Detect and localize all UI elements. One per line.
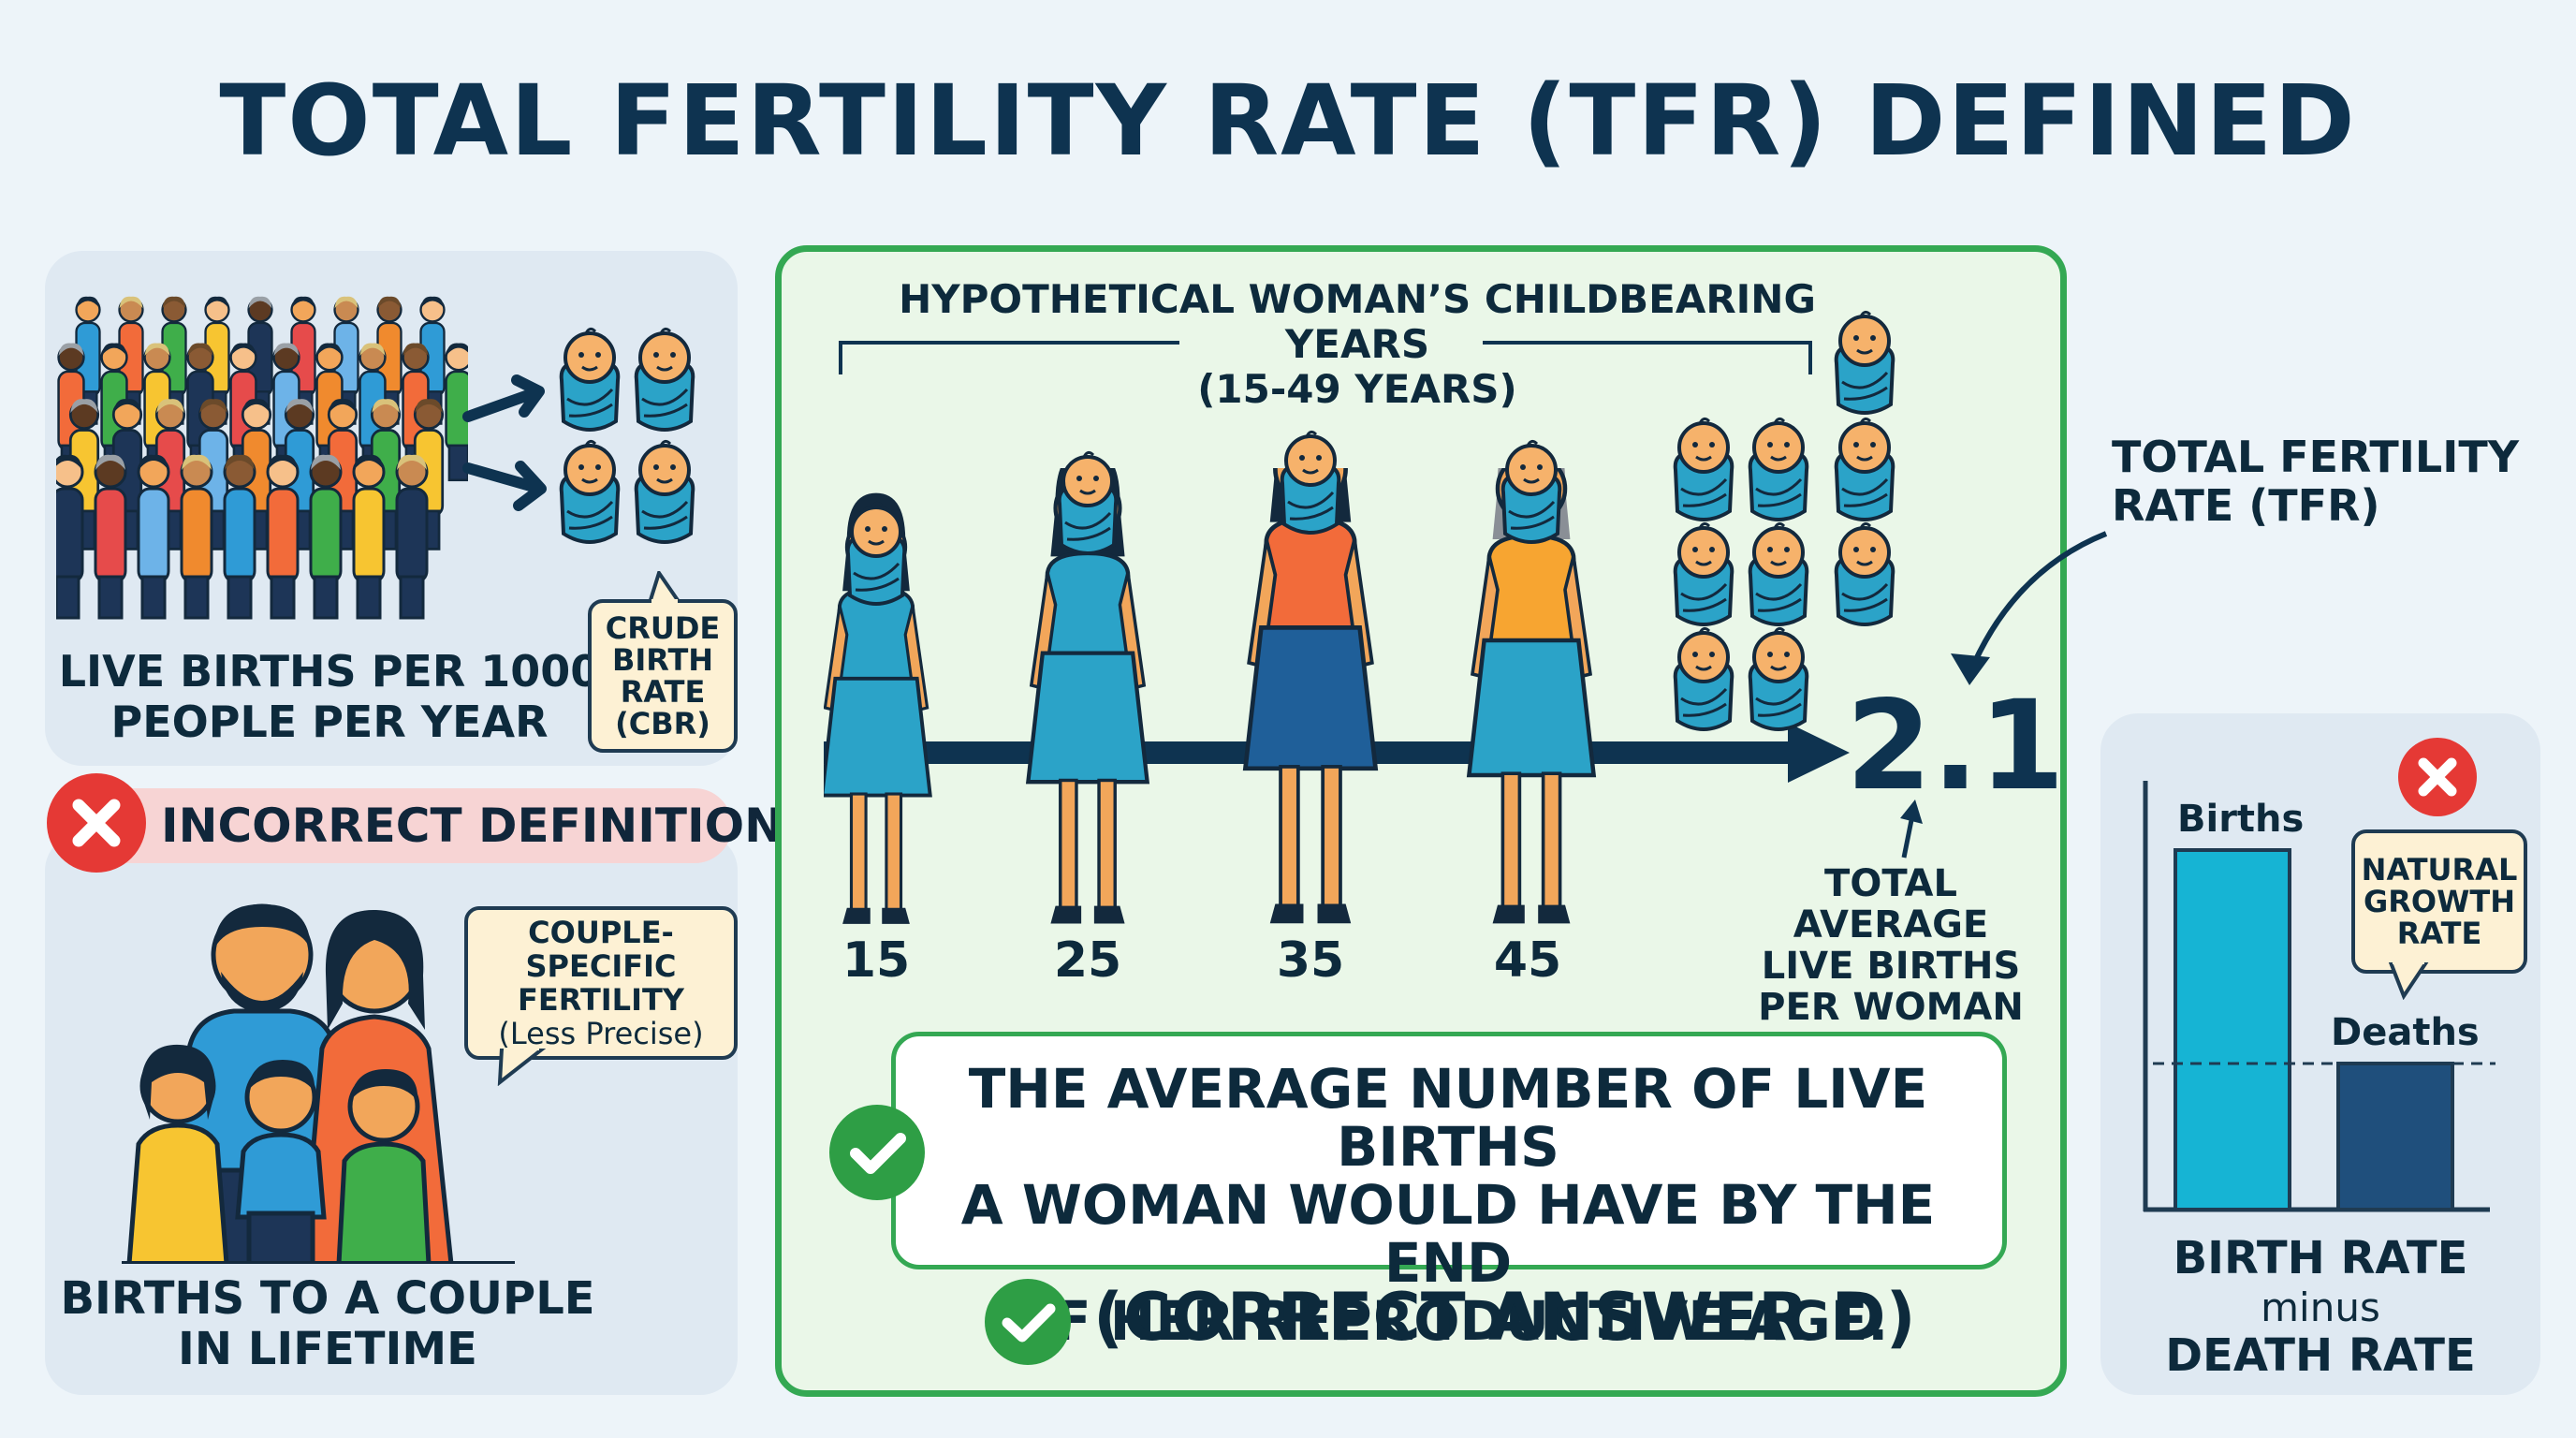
crowd-illustration xyxy=(56,296,468,620)
baby-icon xyxy=(559,439,621,544)
check-icon xyxy=(985,1279,1071,1365)
babies-timeline xyxy=(845,310,1895,731)
ngr-callout-line2: GROWTH xyxy=(2363,884,2515,919)
baby-icon xyxy=(634,439,695,544)
tfr-label: TOTAL FERTILITY RATE (TFR) xyxy=(2112,433,2519,530)
age-25: 25 xyxy=(1053,932,1122,989)
age-45: 45 xyxy=(1493,932,1562,989)
baby-icon xyxy=(1673,417,1734,521)
page-title: TOTAL FERTILITY RATE (TFR) DEFINED xyxy=(219,64,2357,178)
years-bracket xyxy=(839,341,1812,374)
cbr-caption-line1: LIVE BIRTHS PER 1000 xyxy=(58,646,601,697)
person-icon xyxy=(137,454,170,620)
baby-icon xyxy=(1280,430,1341,535)
years-title-line2: (15-49 YEARS) xyxy=(1197,366,1517,412)
tfr-pointer-arrow xyxy=(1951,531,2108,685)
definition-text: THE AVERAGE NUMBER OF LIVE BIRTHS A WOMA… xyxy=(910,1060,1986,1350)
person-icon xyxy=(56,454,84,620)
childbearing-years-title: HYPOTHETICAL WOMAN’S CHILDBEARING YEARS … xyxy=(842,277,1872,412)
cbr-callout-line2: BIRTH xyxy=(611,642,714,678)
minus-caption: minus xyxy=(2261,1284,2380,1330)
baby-icon xyxy=(634,327,695,432)
baby-icon xyxy=(1673,626,1734,731)
cbr-callout-line1: CRUDE xyxy=(605,610,721,646)
person-icon xyxy=(94,454,127,620)
baby-icon xyxy=(1748,626,1809,731)
cbr-callout-line3: RATE xyxy=(620,674,706,710)
avg-pointer-arrow xyxy=(1900,800,1923,858)
incorrect-banner-label: INCORRECT DEFINITIONS xyxy=(161,799,817,853)
incorrect-banner xyxy=(52,788,732,863)
definition-line2: A WOMAN WOULD HAVE BY THE END xyxy=(960,1173,1936,1295)
baby-icon xyxy=(1748,521,1809,626)
couple-callout-line3: (Less Precise) xyxy=(498,1016,704,1051)
x-icon xyxy=(2398,738,2477,816)
callout-tail xyxy=(497,1049,547,1086)
cbr-callout-line4: (CBR) xyxy=(615,706,710,741)
ngr-callout-line1: NATURAL xyxy=(2361,852,2518,888)
definition-box xyxy=(891,1032,2007,1269)
callout-tail xyxy=(2388,962,2429,1000)
babies-cbr xyxy=(559,327,695,544)
cbr-callout: CRUDE BIRTH RATE (CBR) xyxy=(588,599,738,753)
tfr-label-line1: TOTAL FERTILITY xyxy=(2112,432,2520,482)
avg-caption-line2: LIVE BIRTHS xyxy=(1761,945,2021,988)
baby-icon xyxy=(1834,521,1895,626)
natural-growth-callout: NATURAL GROWTH RATE xyxy=(2351,829,2527,974)
couple-callout-line2: FERTILITY xyxy=(518,982,684,1018)
tfr-label-line2: RATE (TFR) xyxy=(2112,480,2380,531)
average-births-caption: TOTAL AVERAGE LIVE BIRTHS PER WOMAN xyxy=(1722,863,2059,1028)
birth-death-bars xyxy=(2143,781,2496,1212)
avg-caption-line1: TOTAL AVERAGE xyxy=(1793,862,1989,946)
birth-rate-caption: BIRTH RATE xyxy=(2173,1232,2468,1284)
person-icon xyxy=(352,454,386,620)
baby-icon xyxy=(1834,310,1895,415)
person-icon xyxy=(309,454,343,620)
person-icon xyxy=(180,454,213,620)
baby-icon xyxy=(1500,439,1562,544)
correct-answer-label: (CORRECT ANSWER D) xyxy=(1093,1279,1916,1356)
deaths-label: Deaths xyxy=(2331,1011,2480,1054)
age-15: 15 xyxy=(842,932,911,989)
births-label: Births xyxy=(2177,798,2305,841)
baby-icon xyxy=(1057,450,1119,555)
tfr-value: 2.1 xyxy=(1846,674,2065,818)
family-illustration xyxy=(122,903,515,1264)
callout-tail xyxy=(647,571,682,603)
person-icon xyxy=(223,454,256,620)
births-bar xyxy=(2174,848,2291,1211)
definition-line3: OF HER REPRODUCTIVE AGE. xyxy=(1007,1289,1889,1353)
baby-icon xyxy=(559,327,621,432)
age-35: 35 xyxy=(1276,932,1345,989)
deaths-bar xyxy=(2336,1062,2454,1211)
person-icon xyxy=(395,454,429,620)
person-icon xyxy=(266,454,300,620)
baby-icon xyxy=(1748,417,1809,521)
x-icon xyxy=(47,773,146,873)
couple-caption-line1: BIRTHS TO A COUPLE xyxy=(60,1272,595,1325)
couple-callout: COUPLE-SPECIFIC FERTILITY (Less Precise) xyxy=(464,906,738,1060)
baby-icon xyxy=(845,501,907,606)
definition-line1: THE AVERAGE NUMBER OF LIVE BIRTHS xyxy=(968,1057,1928,1179)
baby-icon xyxy=(1673,521,1734,626)
baby-icon xyxy=(1834,417,1895,521)
years-title-line1: HYPOTHETICAL WOMAN’S CHILDBEARING YEARS xyxy=(899,276,1816,367)
person-icon xyxy=(445,343,468,482)
death-rate-caption: DEATH RATE xyxy=(2165,1329,2476,1382)
avg-caption-line3: PER WOMAN xyxy=(1758,986,2024,1029)
arrow-icons xyxy=(462,374,547,511)
ngr-callout-line3: RATE xyxy=(2396,916,2482,951)
couple-callout-line1: COUPLE-SPECIFIC xyxy=(525,915,677,984)
cbr-caption-line2: PEOPLE PER YEAR xyxy=(110,697,549,747)
couple-caption-line2: IN LIFETIME xyxy=(178,1323,477,1375)
check-icon xyxy=(829,1105,925,1200)
